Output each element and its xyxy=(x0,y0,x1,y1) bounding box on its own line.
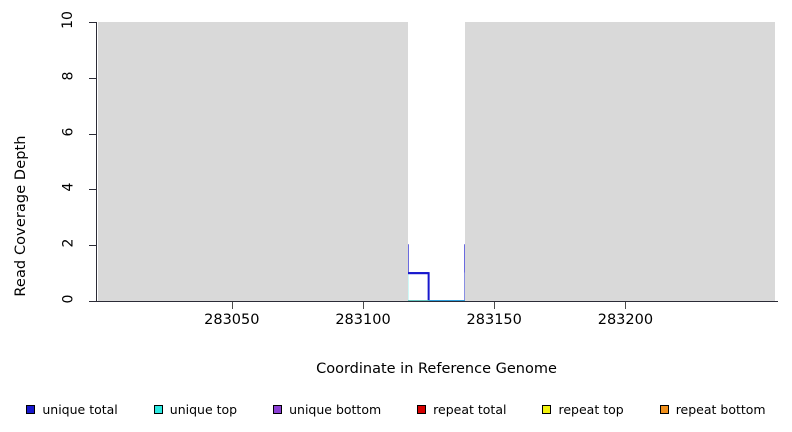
x-axis-line xyxy=(96,301,778,302)
y-axis-title-wrap: Read Coverage Depth xyxy=(6,0,36,330)
legend-spacer xyxy=(624,409,660,410)
y-tick-label: 10 xyxy=(59,11,76,29)
legend-swatch-icon xyxy=(659,404,669,414)
x-axis-title: Coordinate in Reference Genome xyxy=(316,361,557,377)
x-tick-mark xyxy=(494,302,496,309)
y-tick-mark xyxy=(89,77,96,79)
legend-item-repeat-top: repeat top xyxy=(542,401,624,417)
legend-label: unique top xyxy=(169,401,238,417)
legend-swatch-icon xyxy=(273,404,283,414)
x-tick-label: 283150 xyxy=(466,312,522,328)
data-gap-mask xyxy=(407,22,466,301)
legend-item-unique-bottom: unique bottom xyxy=(273,402,381,417)
legend-item-unique-top: unique top xyxy=(153,401,238,417)
y-tick-mark xyxy=(89,301,96,302)
legend-label: repeat total xyxy=(433,401,507,417)
y-tick-mark xyxy=(89,133,96,135)
plot-area xyxy=(98,22,775,301)
x-tick-mark xyxy=(625,302,627,309)
legend-label: unique total xyxy=(42,401,118,417)
x-tick-label: 283100 xyxy=(335,312,391,328)
legend-swatch-icon xyxy=(153,404,163,414)
y-tick-label: 2 xyxy=(59,238,76,248)
y-tick-mark xyxy=(89,189,96,191)
legend-item-unique-total: unique total xyxy=(26,401,118,417)
y-tick-label: 6 xyxy=(59,127,76,137)
legend-item-repeat-bottom: repeat bottom xyxy=(659,401,766,417)
shaded-band-right xyxy=(465,22,775,301)
legend-item-repeat-total: repeat total xyxy=(417,402,506,417)
y-tick-mark xyxy=(89,22,96,23)
y-tick-mark xyxy=(89,245,96,247)
x-tick-label: 283050 xyxy=(204,312,260,328)
legend-swatch-icon xyxy=(542,404,552,414)
y-tick-label: 8 xyxy=(59,71,76,81)
legend-label: unique bottom xyxy=(289,401,382,417)
shaded-band-left xyxy=(98,22,408,301)
legend-spacer xyxy=(118,409,154,410)
legend-label: repeat top xyxy=(558,401,624,417)
y-axis-title: Read Coverage Depth xyxy=(13,135,29,297)
legend-label: repeat bottom xyxy=(675,401,766,417)
legend: unique total unique top unique bottom repea… xyxy=(0,398,792,420)
y-tick-label: 0 xyxy=(59,294,76,304)
legend-spacer xyxy=(506,409,542,410)
y-axis-line xyxy=(96,22,97,302)
legend-spacer xyxy=(381,409,417,410)
x-tick-mark xyxy=(363,302,365,309)
legend-swatch-icon xyxy=(26,404,36,414)
legend-spacer xyxy=(237,409,273,410)
y-tick-label: 4 xyxy=(59,182,76,192)
x-tick-label: 283200 xyxy=(597,312,654,328)
legend-swatch-icon xyxy=(417,404,427,414)
x-tick-mark xyxy=(231,302,233,309)
